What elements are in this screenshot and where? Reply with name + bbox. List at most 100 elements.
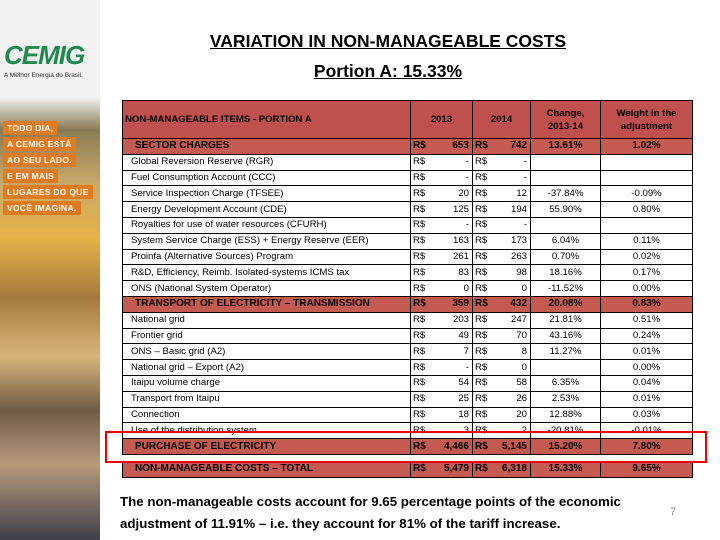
value-cell: 6,318 (490, 461, 531, 478)
item-row: Connection R$ 18 R$ 20 12.88% 0.03% (122, 406, 693, 424)
row-label: SECTOR CHARGES (122, 138, 411, 155)
currency-cell: R$ (472, 201, 491, 218)
currency-cell: R$ (410, 185, 429, 203)
value-cell: - (428, 216, 473, 234)
header-cell: NON-MANAGEABLE ITEMS - PORTION A (122, 100, 411, 139)
currency-cell: R$ (410, 311, 429, 329)
change-cell: 13.61% (530, 138, 601, 155)
value-cell: - (490, 153, 531, 171)
section-row: TRANSPORT OF ELECTRICITY – TRANSMISSION R… (122, 295, 693, 313)
weight-cell: 0.80% (600, 201, 693, 218)
change-cell: 15.33% (530, 461, 601, 478)
weight-cell: 0.00% (600, 359, 693, 376)
weight-cell: 0.04% (600, 374, 693, 392)
change-cell: 21.81% (530, 311, 601, 329)
weight-cell (600, 153, 693, 171)
value-cell: 125 (428, 201, 473, 218)
weight-cell: 0.24% (600, 327, 693, 345)
value-cell: 0 (428, 280, 473, 297)
title: VARIATION IN NON-MANAGEABLE COSTS (209, 31, 567, 51)
value-cell: - (490, 216, 531, 234)
footer-line: adjustment of 11.91% – i.e. they account… (120, 516, 561, 531)
page-number: 7 (670, 506, 677, 518)
value-cell: 7 (428, 343, 473, 361)
change-cell: 6.04% (530, 232, 601, 250)
currency-cell: R$ (472, 390, 491, 408)
value-cell: 0 (490, 280, 531, 297)
value-cell: 163 (428, 232, 473, 250)
item-row: Transport from Itaipu R$ 25 R$ 26 2.53% 0.01% (122, 390, 693, 408)
currency-cell: R$ (410, 374, 429, 392)
change-cell: -37.84% (530, 185, 601, 203)
item-row: Proinfa (Alternative Sources) Program R$ 2… (122, 248, 693, 266)
weight-cell: 0.01% (600, 343, 693, 361)
change-cell: 20.08% (530, 295, 601, 313)
change-cell: -11.52% (530, 280, 601, 297)
value-cell: 20 (490, 406, 531, 424)
value-cell: 12 (490, 185, 531, 203)
tagline-line: VOCÊ IMAGINA. (3, 201, 81, 215)
value-cell: 247 (490, 311, 531, 329)
row-label: Royalties for use of water resources (CF… (122, 216, 411, 234)
currency-cell: R$ (472, 185, 491, 203)
total-table: NON-MANAGEABLE COSTS – TOTAL R$ 5,479 R$ 6,3… (122, 461, 693, 478)
row-label: National grid – Export (A2) (122, 359, 411, 376)
weight-cell: 0.51% (600, 311, 693, 329)
weight-cell (600, 169, 693, 187)
footer-text: The non-manageable costs account for 9.6… (120, 491, 621, 535)
item-row: Itaipu volume charge R$ 54 R$ 58 6.35% 0.04% (122, 374, 693, 392)
value-cell: 359 (428, 295, 473, 313)
item-row: Fuel Consumption Account (CCC) R$ - R$ - (122, 169, 693, 187)
change-cell (530, 216, 601, 234)
currency-cell: R$ (472, 438, 491, 455)
tagline-line: E EM MAIS (3, 169, 59, 183)
row-label: NON-MANAGEABLE COSTS – TOTAL (122, 461, 411, 478)
weight-cell: 0.11% (600, 232, 693, 250)
currency-cell: R$ (410, 138, 429, 155)
item-row: ONS – Basic grid (A2) R$ 7 R$ 8 11.27% 0.01% (122, 343, 693, 361)
currency-cell: R$ (410, 438, 429, 455)
sidebar: CEMIG A Melhor Energia do Brasil. TODO D… (0, 0, 100, 540)
weight-cell: 0.83% (600, 295, 693, 313)
change-cell (530, 153, 601, 171)
tagline-line: A CEMIG ESTÁ (3, 137, 76, 151)
header-cell: 2013 (410, 100, 473, 139)
row-label: Fuel Consumption Account (CCC) (122, 169, 411, 187)
item-row: Global Reversion Reserve (RGR) R$ - R$ - (122, 153, 693, 171)
footer-line: The non-manageable costs account for 9.6… (120, 494, 621, 509)
row-label: Frontier grid (122, 327, 411, 345)
section-row: NON-MANAGEABLE COSTS – TOTAL R$ 5,479 R$ 6,3… (122, 461, 693, 478)
value-cell: 5,479 (428, 461, 473, 478)
currency-cell: R$ (472, 248, 491, 266)
currency-cell: R$ (472, 264, 491, 282)
section-row: SECTOR CHARGES R$ 653 R$ 742 13.61% 1.02% (122, 138, 693, 155)
row-label: R&D, Efficiency, Reimb. Isolated-systems… (122, 264, 411, 282)
row-label: TRANSPORT OF ELECTRICITY – TRANSMISSION (122, 295, 411, 313)
item-row: Royalties for use of water resources (CF… (122, 216, 693, 234)
value-cell: 20 (428, 185, 473, 203)
header-row: NON-MANAGEABLE ITEMS - PORTION A 2013 2014… (122, 100, 693, 139)
value-cell: 3 (428, 422, 473, 440)
header-cell: Change, 2013-14 (530, 100, 601, 139)
change-cell: 18.16% (530, 264, 601, 282)
weight-cell: 7.80% (600, 438, 693, 455)
value-cell: 58 (490, 374, 531, 392)
value-cell: - (428, 169, 473, 187)
currency-cell: R$ (410, 153, 429, 171)
change-cell: 11.27% (530, 343, 601, 361)
value-cell: 263 (490, 248, 531, 266)
currency-cell: R$ (472, 422, 491, 440)
tagline-line: TODO DIA, (3, 121, 58, 135)
row-label: Connection (122, 406, 411, 424)
currency-cell: R$ (410, 390, 429, 408)
subtitle: Portion A: 15.33% (313, 61, 463, 81)
value-cell: 54 (428, 374, 473, 392)
item-row: System Service Charge (ESS) + Energy Res… (122, 232, 693, 250)
weight-cell (600, 216, 693, 234)
header-cell: 2014 (472, 100, 531, 139)
value-cell: 26 (490, 390, 531, 408)
currency-cell: R$ (410, 232, 429, 250)
currency-cell: R$ (410, 201, 429, 218)
value-cell: 5,145 (490, 438, 531, 455)
